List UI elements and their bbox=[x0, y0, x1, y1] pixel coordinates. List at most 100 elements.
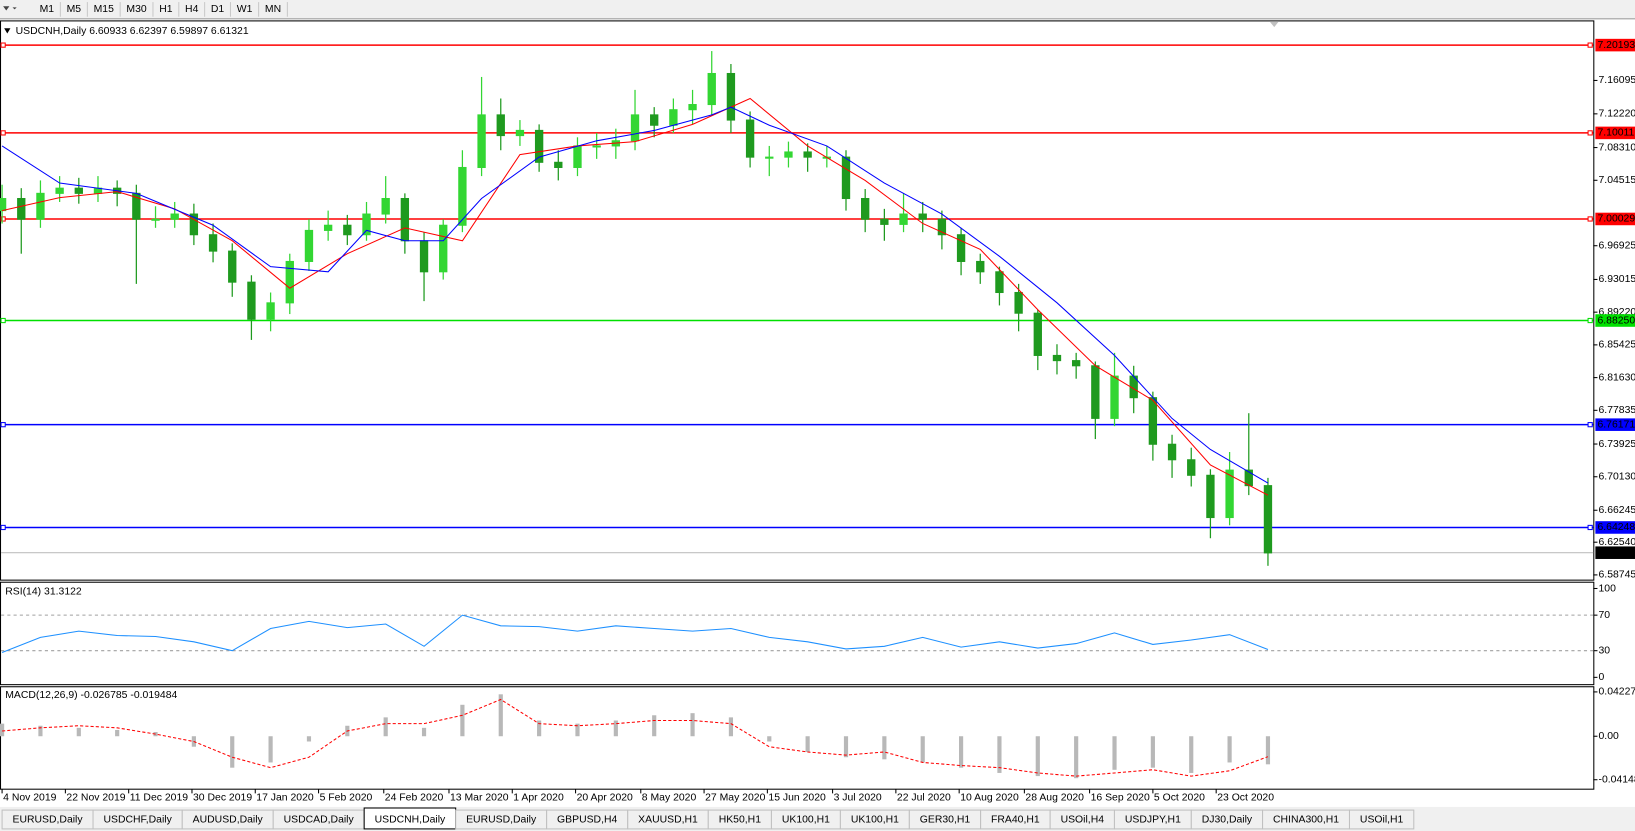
level-handle bbox=[0, 42, 6, 48]
macd-title: MACD(12,26,9) -0.026785 -0.019484 bbox=[5, 690, 177, 701]
symbol-tab[interactable]: UK100,H1 bbox=[839, 809, 910, 830]
tab-label[interactable]: GER30,H1 bbox=[920, 814, 971, 825]
candle bbox=[381, 176, 390, 224]
symbol-tab[interactable]: AUDUSD,Daily bbox=[181, 809, 274, 830]
symbol-tab[interactable]: USDCHF,Daily bbox=[92, 809, 183, 830]
period-button[interactable]: MN bbox=[265, 2, 288, 17]
tab-label[interactable]: CHINA300,H1 bbox=[1273, 814, 1339, 825]
y-tick-label: 7.12220 bbox=[1599, 109, 1635, 120]
tab-label[interactable]: USOil,H4 bbox=[1061, 814, 1105, 825]
symbol-tab[interactable]: GBPUSD,H4 bbox=[546, 809, 629, 830]
period-label[interactable]: M30 bbox=[126, 4, 146, 15]
tab-label[interactable]: UK100,H1 bbox=[782, 814, 830, 825]
tab-label[interactable]: GBPUSD,H4 bbox=[557, 814, 617, 825]
macd-bar bbox=[498, 694, 503, 737]
toolbar-icon[interactable] bbox=[3, 6, 17, 11]
period-label[interactable]: M1 bbox=[40, 4, 55, 15]
symbol-tab[interactable]: XAUUSD,H1 bbox=[627, 809, 709, 830]
candle-body bbox=[1110, 375, 1119, 419]
tab-label[interactable]: XAUUSD,H1 bbox=[638, 814, 698, 825]
shift-marker[interactable] bbox=[1270, 21, 1279, 28]
period-label[interactable]: H1 bbox=[159, 4, 173, 15]
candle-body bbox=[1071, 360, 1081, 367]
tab-label[interactable]: EURUSD,Daily bbox=[13, 814, 84, 825]
symbol-tab[interactable]: USDCNH,Daily bbox=[363, 807, 457, 830]
tab-label[interactable]: EURUSD,Daily bbox=[466, 814, 537, 825]
period-button[interactable]: D1 bbox=[211, 2, 232, 17]
symbol-tab[interactable]: USDCAD,Daily bbox=[272, 809, 365, 830]
period-label[interactable]: M5 bbox=[67, 4, 82, 15]
period-label[interactable]: D1 bbox=[211, 4, 225, 15]
macd-bar bbox=[652, 715, 657, 737]
period-button[interactable]: M15 bbox=[94, 2, 121, 17]
candle-body bbox=[937, 218, 947, 236]
macd-bar bbox=[0, 723, 5, 737]
rsi-panel-frame bbox=[0, 581, 1595, 686]
x-tick-label: 3 Jul 2020 bbox=[834, 792, 882, 803]
macd-bar bbox=[306, 736, 312, 742]
symbol-tab[interactable]: USOil,H1 bbox=[1348, 809, 1415, 830]
candle bbox=[688, 89, 697, 125]
tab-label[interactable]: USOil,H1 bbox=[1360, 814, 1404, 825]
tab-label[interactable]: FRA40,H1 bbox=[991, 814, 1040, 825]
tab[interactable] bbox=[1348, 809, 1415, 830]
symbol-tab[interactable]: UK100,H1 bbox=[770, 809, 841, 830]
level-handle bbox=[1587, 317, 1593, 324]
symbol-tab[interactable]: HK50,H1 bbox=[707, 809, 772, 830]
period-button[interactable]: H4 bbox=[185, 2, 206, 17]
symbol-tab[interactable]: EURUSD,Daily bbox=[455, 809, 548, 830]
chart-title: USDCNH,Daily 6.60933 6.62397 6.59897 6.6… bbox=[16, 26, 249, 37]
tab-label[interactable]: DJ30,Daily bbox=[1202, 814, 1253, 825]
x-tick-label: 8 May 2020 bbox=[642, 792, 697, 803]
candle-body bbox=[170, 213, 179, 220]
candle-body bbox=[1263, 485, 1273, 554]
level-handle bbox=[0, 130, 6, 136]
candle bbox=[515, 120, 525, 146]
x-tick-label: 17 Jan 2020 bbox=[256, 792, 314, 803]
candle-body bbox=[995, 271, 1004, 294]
collapse-arrow[interactable] bbox=[4, 28, 11, 34]
period-button[interactable]: M5 bbox=[67, 2, 88, 17]
macd-bar bbox=[268, 736, 273, 763]
period-button[interactable]: W1 bbox=[237, 2, 260, 17]
tab-label[interactable]: USDCHF,Daily bbox=[103, 814, 172, 825]
tab-label[interactable]: UK100,H1 bbox=[851, 814, 899, 825]
candle-body bbox=[323, 224, 333, 231]
tab-label[interactable]: USDCNH,Daily bbox=[375, 814, 446, 825]
period-label[interactable]: M15 bbox=[94, 4, 114, 15]
symbol-tab[interactable]: DJ30,Daily bbox=[1190, 809, 1264, 830]
candle bbox=[784, 141, 793, 168]
candle-body bbox=[151, 218, 160, 221]
tab-label[interactable]: USDCAD,Daily bbox=[284, 814, 355, 825]
candle-body bbox=[343, 224, 352, 236]
candle bbox=[323, 210, 333, 241]
symbol-tab[interactable]: EURUSD,Daily bbox=[1, 809, 94, 830]
period-button[interactable]: M30 bbox=[126, 2, 154, 17]
symbol-tab[interactable]: GER30,H1 bbox=[908, 809, 982, 830]
level-handle bbox=[0, 524, 6, 531]
period-button[interactable]: H1 bbox=[159, 2, 180, 17]
tab-label[interactable]: AUDUSD,Daily bbox=[193, 814, 264, 825]
tab-label[interactable]: USDJPY,H1 bbox=[1125, 814, 1181, 825]
candle bbox=[592, 132, 601, 159]
candle bbox=[247, 275, 256, 340]
tab-label[interactable]: HK50,H1 bbox=[719, 814, 761, 825]
period-label[interactable]: W1 bbox=[237, 4, 253, 15]
candle-body bbox=[285, 260, 294, 304]
y-tick-label: 30 bbox=[1599, 645, 1611, 656]
period-button[interactable]: M1 bbox=[40, 2, 61, 17]
symbol-tab[interactable]: CHINA300,H1 bbox=[1262, 809, 1351, 830]
period-label[interactable]: H4 bbox=[185, 4, 199, 15]
period-label[interactable]: MN bbox=[265, 4, 281, 15]
symbol-tab[interactable]: FRA40,H1 bbox=[980, 809, 1051, 830]
y-tick-label: 100 bbox=[1599, 583, 1617, 594]
candle-body bbox=[55, 187, 64, 194]
symbol-tab[interactable]: USOil,H4 bbox=[1049, 809, 1115, 830]
level-handle bbox=[1587, 524, 1593, 531]
x-tick-label: 23 Oct 2020 bbox=[1217, 792, 1274, 803]
main-panel-frame bbox=[0, 20, 1595, 581]
candle bbox=[1187, 447, 1196, 487]
symbol-tab[interactable]: USDJPY,H1 bbox=[1113, 809, 1192, 830]
